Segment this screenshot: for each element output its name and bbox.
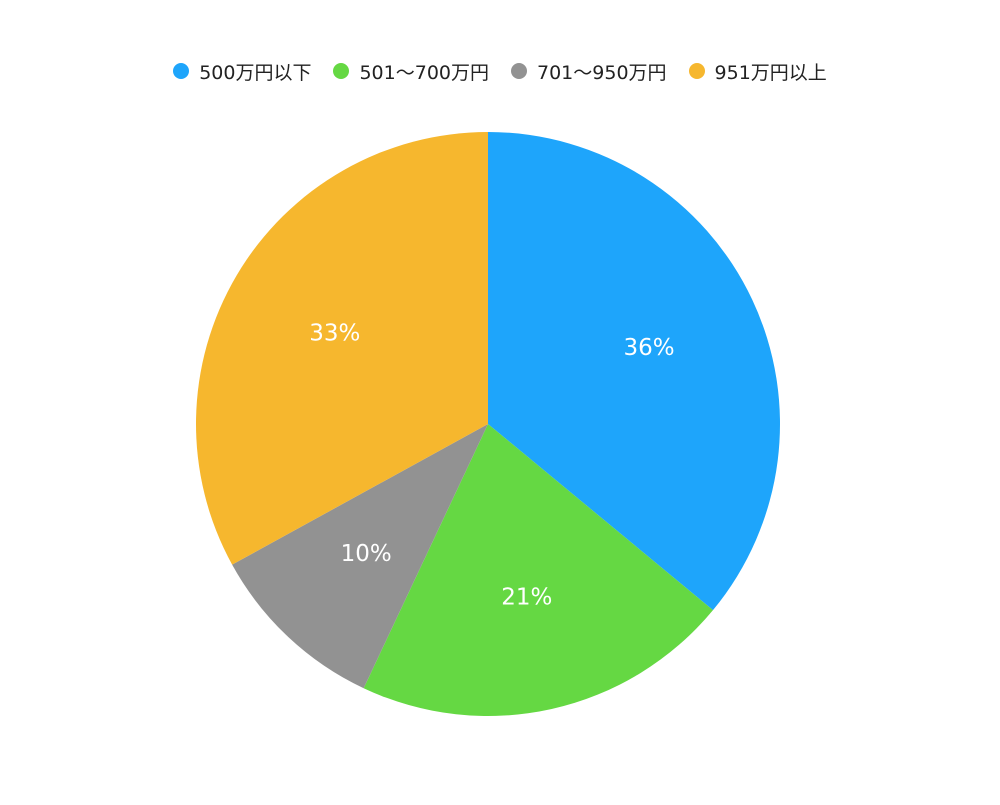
pie-slice-3 [196,132,488,565]
legend-swatch-3 [688,63,705,79]
pie-slice-2 [232,424,488,689]
slice-label-2: 10% [341,541,392,567]
slice-label-0: 36% [623,335,674,361]
legend-label-0: 500万円以下 [199,61,312,84]
legend-swatch-0 [173,63,190,79]
legend-label-3: 951万円以上 [714,61,827,84]
legend-label-1: 501〜700万円 [359,61,489,84]
legend-item-2: 701〜950万円 [511,58,667,85]
pie-slice-1 [363,424,713,716]
chart-legend: 500万円以下 501〜700万円 701〜950万円 951万円以上 [0,55,1000,87]
slice-label-3: 33% [309,320,360,346]
legend-item-0: 500万円以下 [173,58,311,85]
legend-item-1: 501〜700万円 [333,58,489,85]
legend-item-3: 951万円以上 [688,58,827,85]
pie-slice-0 [488,132,780,611]
legend-swatch-2 [511,63,527,79]
slice-label-1: 21% [501,585,552,611]
legend-label-2: 701〜950万円 [537,61,667,84]
legend-swatch-1 [333,63,350,79]
